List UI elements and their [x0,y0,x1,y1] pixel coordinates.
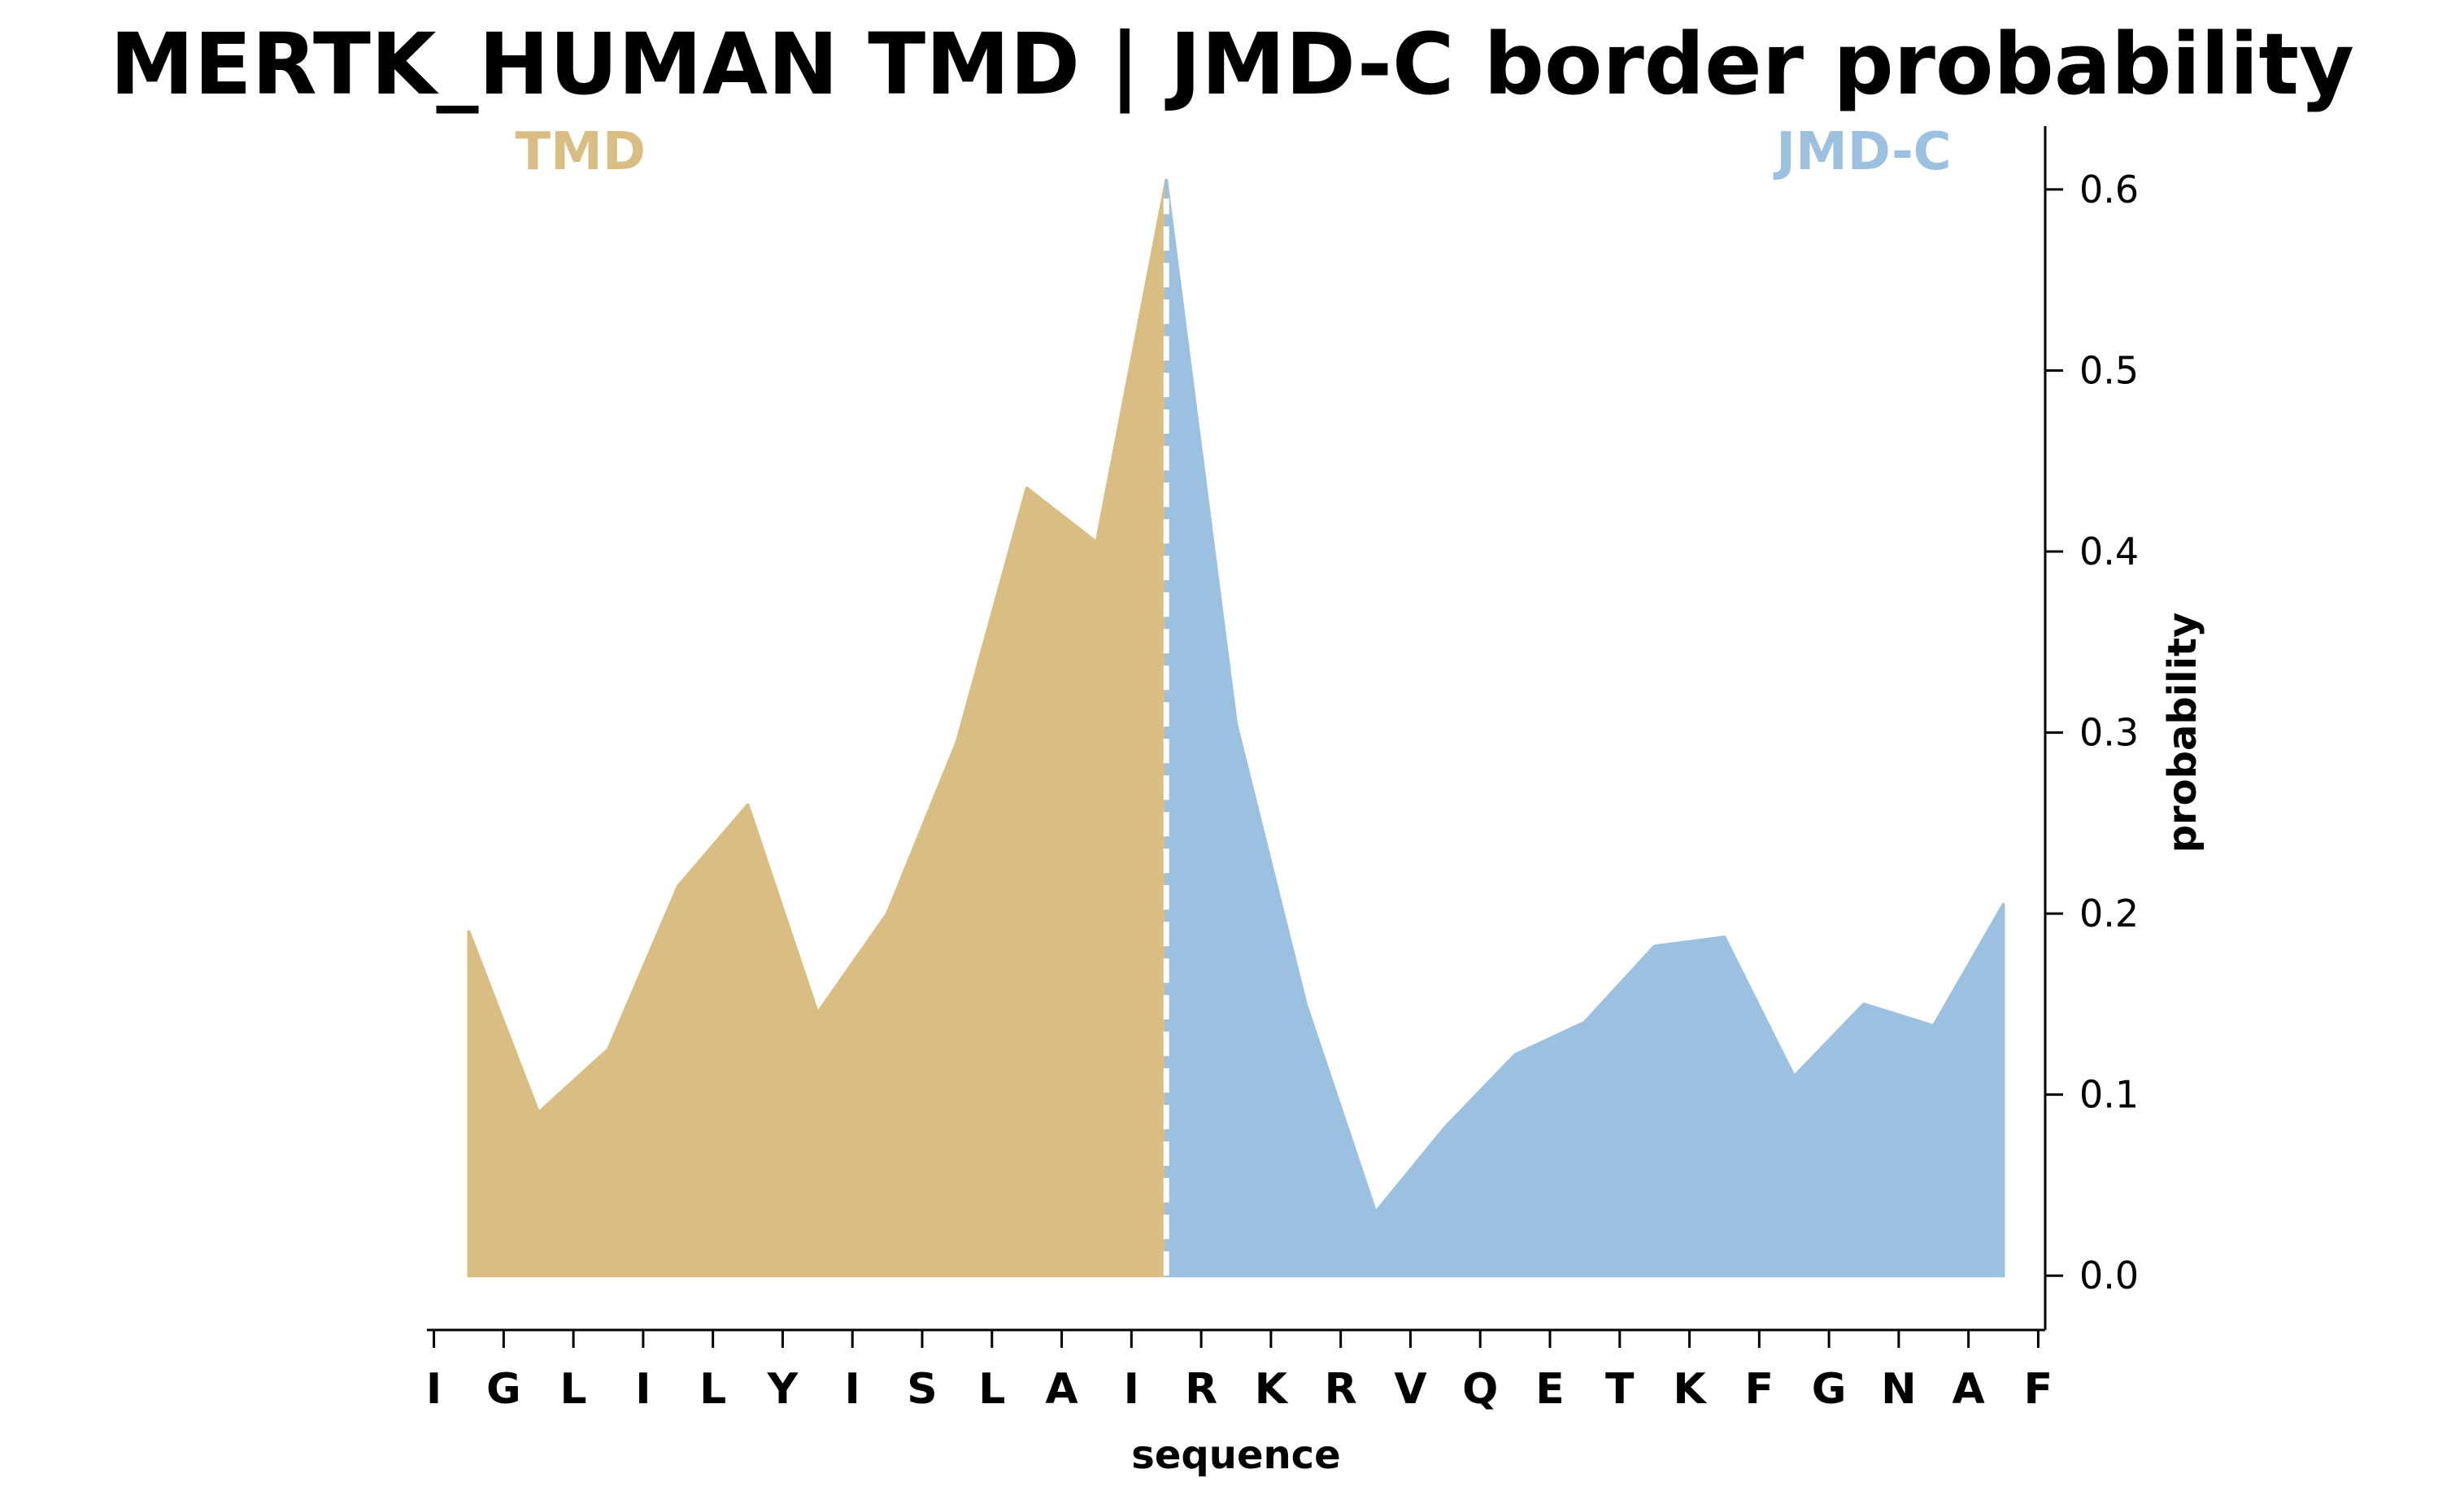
x-tick-label: N [1881,1365,1917,1414]
x-tick-label: R [1325,1365,1357,1414]
x-tick-label: F [2024,1365,2053,1414]
x-tick-label: I [426,1365,442,1414]
y-tick-label: 0.3 [2079,711,2139,755]
y-tick-label: 0.5 [2079,348,2139,392]
x-tick-label: L [560,1365,587,1414]
y-tick-label: 0.2 [2079,892,2139,935]
x-tick-label: L [699,1365,726,1414]
x-tick-label: I [635,1365,651,1414]
x-tick-label: I [1124,1365,1139,1414]
x-tick-label: R [1185,1365,1217,1414]
x-tick-label: Q [1462,1365,1498,1414]
y-axis-ticks: 0.0 0.1 0.2 0.3 0.4 0.5 0.6 [2045,168,2139,1297]
x-tick-label: G [486,1365,521,1414]
x-tick-label: E [1535,1365,1565,1414]
area-series-jmd-c [1165,178,2005,1278]
x-axis-label: sequence [1131,1432,1340,1478]
y-tick-label: 0.1 [2079,1073,2139,1117]
x-tick-label: F [1745,1365,1774,1414]
x-tick-label: L [978,1365,1005,1414]
y-tick-label: 0.4 [2079,530,2139,573]
x-tick-label: S [907,1365,937,1414]
x-tick-label: K [1255,1365,1289,1414]
x-tick-label: A [1952,1365,1985,1414]
y-tick-label: 0.0 [2079,1254,2139,1297]
y-axis-label: probability [2160,613,2205,853]
chart-title: MERTK_HUMAN TMD | JMD-C border probabili… [110,15,2354,114]
area-layer [467,178,2005,1278]
x-tick-label: T [1605,1365,1635,1414]
y-tick-label: 0.6 [2079,168,2139,211]
tmd-region-label: TMD [515,122,645,182]
jmd-c-region-label: JMD-C [1773,122,1951,182]
x-tick-label: A [1045,1365,1077,1414]
x-tick-label: I [845,1365,860,1414]
x-tick-label: Y [767,1365,799,1414]
area-series-tmd [467,178,1169,1278]
x-tick-label: V [1394,1365,1426,1414]
x-tick-label: K [1673,1365,1707,1414]
x-tick-label: G [1812,1365,1847,1414]
